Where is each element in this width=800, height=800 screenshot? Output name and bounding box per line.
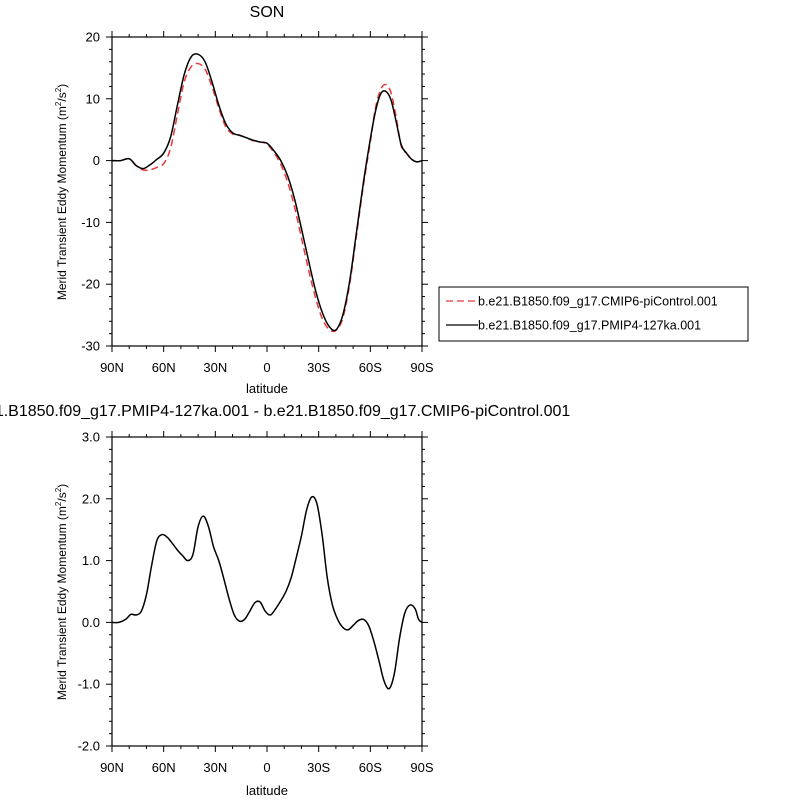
bottom-x-tick-label: 30S [307, 760, 330, 775]
bottom-y-tick-label: 1.0 [82, 553, 100, 568]
bottom-y-tick-label: 2.0 [82, 491, 100, 506]
top-series-line-0 [112, 62, 422, 333]
bottom-x-axis-label: latitude [246, 783, 288, 798]
top-x-tick-label: 90S [410, 360, 433, 375]
bottom-x-tick-label: 60S [359, 760, 382, 775]
top-x-tick-label: 30N [203, 360, 227, 375]
top-y-tick-label: 10 [86, 91, 100, 106]
top-y-axis-label: Merid Transient Eddy Momentum (m2/s2) [54, 84, 69, 300]
legend-label-picontrol: b.e21.B1850.f09_g17.CMIP6-piControl.001 [478, 295, 718, 309]
bottom-plot-area: 90N 60N 30N 0 30S 60S 90S 3.0 2.0 1.0 0.0 -1.0 -2.0 [78, 430, 434, 776]
legend-box [438, 286, 749, 342]
bottom-y-tick-label: -1.0 [78, 677, 100, 692]
top-y-tick-label: 0 [93, 153, 100, 168]
top-panel: SON 90N 60N 30N 0 30S 60S 90S 20 10 0 -10 -20 -30 la… [54, 4, 434, 396]
top-x-tick-label: 30S [307, 360, 330, 375]
legend: b.e21.B1850.f09_g17.CMIP6-piControl.001 … [438, 286, 749, 342]
bottom-y-tick-label: 0.0 [82, 615, 100, 630]
top-x-tick-label: 60N [152, 360, 176, 375]
bottom-x-tick-label: 30N [203, 760, 227, 775]
bottom-series-line-0 [112, 495, 422, 690]
top-series-line-1 [112, 53, 422, 332]
top-x-tick-label: 60S [359, 360, 382, 375]
bottom-y-tick-label: 3.0 [82, 430, 100, 445]
bottom-panel: b.e21.B1850.f09_g17.PMIP4-127ka.001 - b.… [0, 403, 570, 798]
top-x-tick-label: 0 [263, 360, 270, 375]
top-y-tick-label: -20 [81, 277, 100, 292]
top-x-tick-label: 90N [100, 360, 124, 375]
top-y-tick-label: 20 [86, 30, 100, 45]
top-chart-title: SON [250, 4, 285, 21]
bottom-x-tick-label: 60N [152, 760, 176, 775]
top-y-tick-label: -30 [81, 339, 100, 354]
bottom-x-tick-label: 0 [263, 760, 270, 775]
top-x-axis-label: latitude [246, 381, 288, 396]
bottom-x-tick-label: 90S [410, 760, 433, 775]
bottom-chart-title: b.e21.B1850.f09_g17.PMIP4-127ka.001 - b.… [0, 403, 570, 420]
legend-label-pmip4: b.e21.B1850.f09_g17.PMIP4-127ka.001 [478, 319, 701, 333]
bottom-y-axis-label: Merid Transient Eddy Momentum (m2/s2) [54, 484, 69, 700]
bottom-y-tick-label: -2.0 [78, 739, 100, 754]
top-plot-area: 90N 60N 30N 0 30S 60S 90S 20 10 0 -10 -20 -30 [81, 30, 434, 376]
bottom-x-tick-label: 90N [100, 760, 124, 775]
top-y-tick-label: -10 [81, 215, 100, 230]
